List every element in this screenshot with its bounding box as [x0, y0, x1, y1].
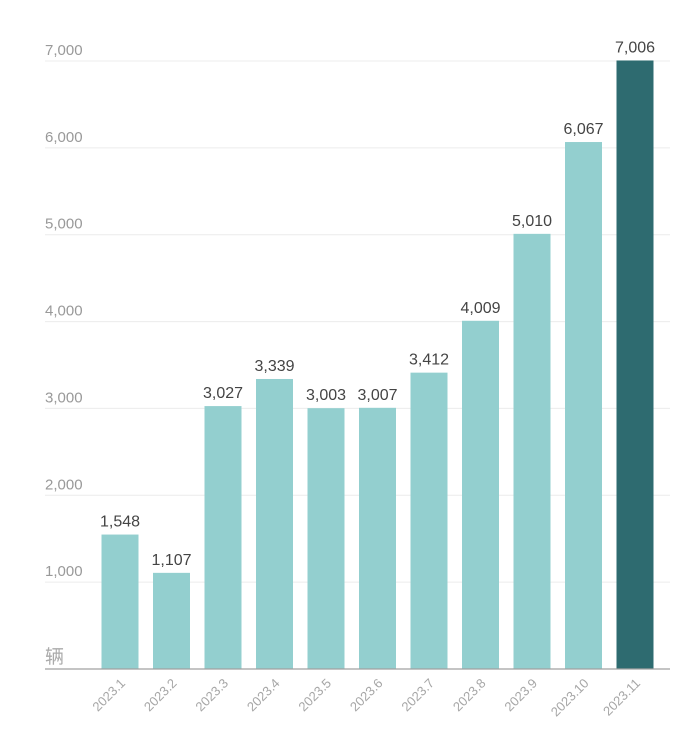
x-tick-label: 2023.7 — [398, 676, 437, 715]
bar-2023.4 — [256, 378, 293, 669]
x-tick-label: 2023.4 — [244, 676, 283, 715]
y-tick-label: 4,000 — [45, 303, 83, 320]
bars — [101, 60, 654, 670]
bar-2023.8 — [462, 320, 499, 669]
x-tick-label: 2023.10 — [548, 676, 592, 720]
y-axis-unit-label: 辆 — [45, 646, 64, 668]
data-label: 1,548 — [100, 514, 140, 531]
y-tick-label: 3,000 — [45, 389, 83, 406]
bar-2023.9 — [513, 233, 551, 670]
x-tick-label: 2023.1 — [89, 676, 128, 715]
bar-2023.10 — [565, 142, 602, 669]
bar-2023.2 — [153, 572, 190, 669]
data-label: 3,007 — [357, 387, 397, 404]
y-axis-ticks: 1,000 2,000 3,000 4,000 5,000 6,000 7,000 — [45, 42, 83, 580]
x-tick-label: 2023.2 — [141, 676, 180, 715]
bar-2023.5 — [307, 408, 345, 669]
y-tick-label: 1,000 — [45, 563, 83, 580]
x-tick-label: 2023.11 — [600, 676, 643, 719]
grid-layer — [45, 60, 670, 583]
y-tick-label: 5,000 — [45, 216, 83, 233]
x-tick-label: 2023.9 — [501, 676, 540, 715]
data-label: 3,339 — [254, 358, 294, 375]
data-labels: 1,548 1,107 3,027 3,339 3,003 3,007 3,412 4,009… — [100, 39, 655, 568]
data-label: 3,027 — [203, 385, 243, 402]
data-label: 3,003 — [306, 387, 346, 404]
x-tick-label: 2023.5 — [295, 676, 334, 715]
bar-2023.7 — [410, 372, 448, 669]
y-tick-label: 6,000 — [45, 129, 83, 146]
x-tick-label: 2023.8 — [450, 676, 489, 715]
x-tick-label: 2023.3 — [192, 676, 231, 715]
y-tick-label: 2,000 — [45, 476, 83, 493]
x-axis-ticks: 2023.1 2023.2 2023.3 2023.4 2023.5 2023.6 2023… — [89, 676, 643, 720]
data-label: 5,010 — [512, 213, 552, 230]
data-label: 7,006 — [615, 39, 655, 56]
data-label: 4,009 — [460, 300, 500, 317]
data-label: 1,107 — [151, 552, 191, 569]
x-tick-label: 2023.6 — [347, 676, 386, 715]
data-label: 6,067 — [563, 121, 603, 138]
y-tick-label: 7,000 — [45, 42, 83, 59]
bar-2023.11 — [616, 60, 654, 669]
bar-2023.6 — [359, 407, 396, 669]
bar-2023.3 — [204, 406, 242, 669]
bar-2023.1 — [101, 534, 139, 669]
data-label: 3,412 — [409, 352, 449, 369]
